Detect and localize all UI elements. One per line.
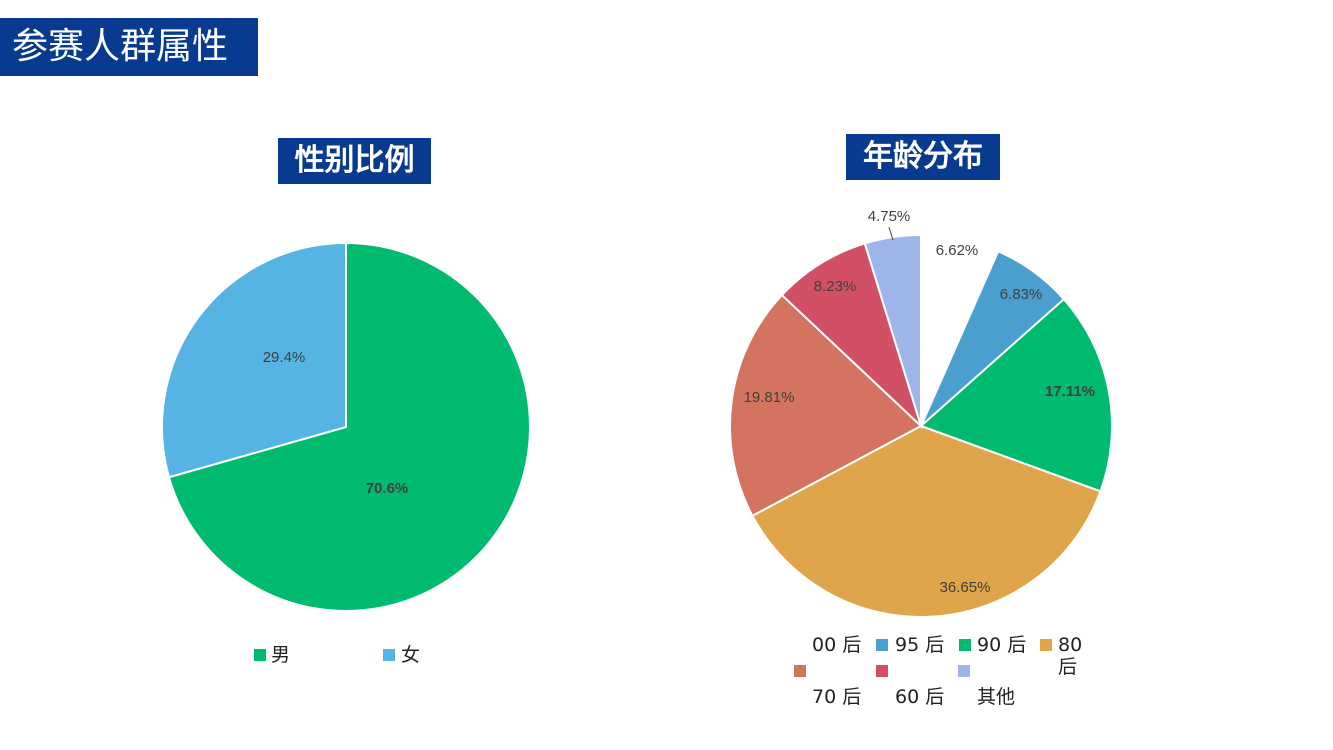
gender-slice-0 bbox=[167, 241, 531, 612]
age-chart-title: 年龄分布 bbox=[846, 134, 1000, 180]
legend-label-60: 60 后 bbox=[895, 686, 945, 708]
legend-label-95: 95 后 bbox=[895, 634, 945, 656]
age-data-label-2: 17.11% bbox=[1045, 383, 1095, 400]
age-leader-line bbox=[888, 226, 894, 241]
legend-label-male: 男 bbox=[271, 644, 291, 666]
legend-swatch-90 bbox=[959, 639, 971, 651]
age-data-label-5: 8.23% bbox=[814, 278, 857, 295]
gender-data-label-0: 70.6% bbox=[366, 480, 409, 497]
legend-label-00: 00 后 bbox=[812, 634, 862, 656]
legend-swatch-95 bbox=[876, 639, 888, 651]
age-data-label-1: 6.83% bbox=[1000, 286, 1043, 303]
legend-label-70: 70 后 bbox=[812, 686, 862, 708]
legend-swatch-60 bbox=[876, 665, 888, 677]
legend-label-other: 其他 bbox=[977, 686, 1016, 708]
gender-chart-title: 性别比例 bbox=[278, 138, 431, 184]
legend-swatch-male bbox=[254, 649, 266, 661]
age-data-label-0: 6.62% bbox=[936, 242, 979, 259]
age-data-label-4: 19.81% bbox=[744, 389, 795, 406]
legend-swatch-female bbox=[383, 649, 395, 661]
legend-label-90: 90 后 bbox=[977, 634, 1027, 656]
legend-swatch-70 bbox=[794, 665, 806, 677]
legend-swatch-80 bbox=[1040, 639, 1052, 651]
age-data-label-6: 4.75% bbox=[868, 208, 911, 225]
legend-label-80: 80 后 bbox=[1058, 634, 1083, 678]
gender-slice-1 bbox=[161, 241, 347, 479]
age-slice-4 bbox=[729, 293, 923, 518]
age-slice-5 bbox=[780, 242, 924, 430]
legend-swatch-other bbox=[958, 665, 970, 677]
age-slice-3 bbox=[751, 424, 1102, 618]
legend-label-female: 女 bbox=[401, 644, 421, 666]
gender-data-label-1: 29.4% bbox=[263, 349, 306, 366]
page-title: 参赛人群属性 bbox=[0, 18, 258, 76]
age-data-label-3: 36.65% bbox=[940, 579, 991, 596]
